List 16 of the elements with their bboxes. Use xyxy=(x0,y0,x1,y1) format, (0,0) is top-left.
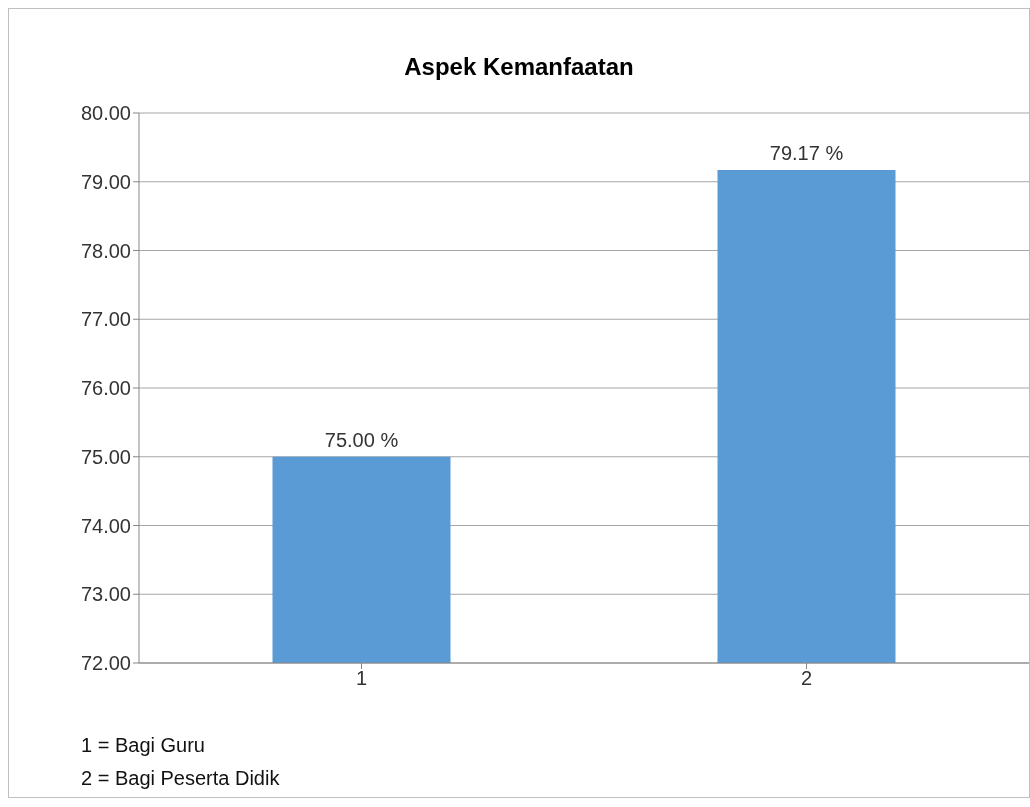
data-label: 79.17 % xyxy=(769,142,844,165)
y-tick-label: 78.00 xyxy=(80,239,131,262)
x-tick-label: 2 xyxy=(800,667,813,690)
text: 1 = Bagi Guru xyxy=(81,733,206,758)
y-tick-label: 73.00 xyxy=(80,583,131,606)
text: 2 = Bagi Peserta Didik xyxy=(81,766,280,791)
data-label: 75.00 % xyxy=(324,428,399,451)
x-tick-label: 1 xyxy=(355,667,368,690)
y-tick-label: 74.00 xyxy=(80,514,131,537)
y-tick-label: 79.00 xyxy=(80,170,131,193)
y-tick-label: 72.00 xyxy=(80,652,131,675)
y-tick-label: 77.00 xyxy=(80,308,131,331)
y-tick-label: 76.00 xyxy=(80,377,131,400)
y-tick-label: 75.00 xyxy=(80,445,131,468)
y-tick-label: 80.00 xyxy=(80,102,131,125)
chart-title: Aspek Kemanfaatan xyxy=(403,53,635,82)
